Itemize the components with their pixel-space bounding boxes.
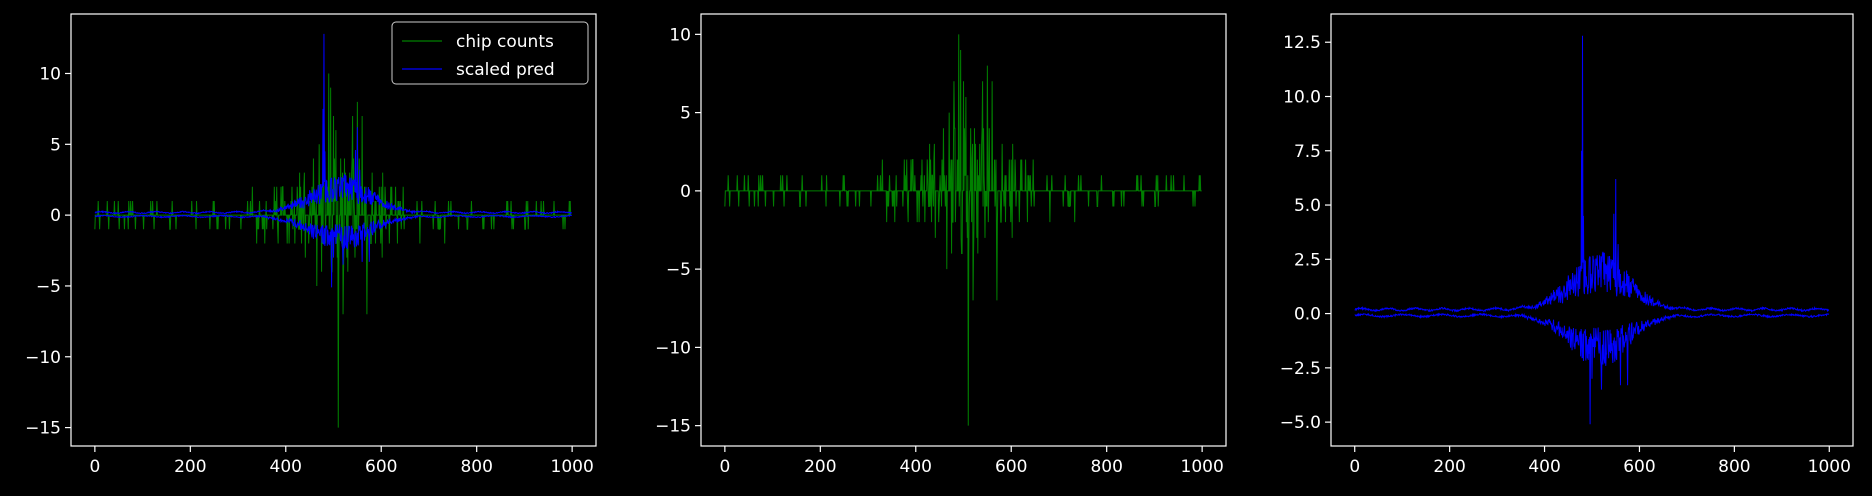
x-tick-label: 600 bbox=[995, 457, 1027, 477]
y-tick-label: 10 bbox=[669, 25, 691, 45]
axes-frame bbox=[700, 13, 1227, 447]
x-tick-label: 400 bbox=[900, 457, 932, 477]
y-tick-label: −5.0 bbox=[1280, 413, 1321, 433]
series-line-scaled-pred-lower bbox=[94, 214, 573, 288]
y-tick-label: −5 bbox=[666, 260, 691, 280]
x-tick-label: 0 bbox=[89, 457, 100, 477]
axes-frame bbox=[70, 13, 597, 447]
y-tick-label: −2.5 bbox=[1280, 359, 1321, 379]
x-tick-label: 1000 bbox=[551, 457, 594, 477]
y-tick-label: 12.5 bbox=[1283, 33, 1321, 53]
x-tick-label: 0 bbox=[1349, 457, 1360, 477]
y-tick-label: 5.0 bbox=[1294, 196, 1321, 216]
x-tick-label: 200 bbox=[804, 457, 836, 477]
y-tick-label: 7.5 bbox=[1294, 142, 1321, 162]
x-tick-label: 600 bbox=[365, 457, 397, 477]
x-tick-label: 1000 bbox=[1808, 457, 1851, 477]
series-line-scaled-pred-lower bbox=[1354, 312, 1830, 425]
y-tick-label: 0 bbox=[680, 182, 691, 202]
y-tick-label: 2.5 bbox=[1294, 250, 1321, 270]
x-tick-label: 600 bbox=[1623, 457, 1655, 477]
x-tick-label: 800 bbox=[1718, 457, 1750, 477]
y-tick-label: −15 bbox=[655, 417, 691, 437]
y-tick-label: −10 bbox=[25, 348, 61, 368]
x-tick-label: 200 bbox=[1433, 457, 1465, 477]
series-line-scaled-pred-upper bbox=[94, 33, 573, 215]
y-tick-label: 0.0 bbox=[1294, 305, 1321, 325]
x-tick-label: 200 bbox=[174, 457, 206, 477]
y-tick-label: 5 bbox=[50, 135, 61, 155]
y-tick-label: 10.0 bbox=[1283, 87, 1321, 107]
y-tick-label: 10 bbox=[39, 64, 61, 84]
panel-middle-chip-counts: 0 200 400 600 800 1000 −15 −10 −5 0 5 10 bbox=[655, 13, 1227, 477]
series-line-scaled-pred-upper bbox=[1354, 35, 1830, 313]
x-tick-label: 1000 bbox=[1181, 457, 1224, 477]
series-line-chip-counts bbox=[724, 34, 1202, 426]
y-tick-label: −10 bbox=[655, 338, 691, 358]
y-tick-label: 5 bbox=[680, 104, 691, 124]
legend-label: chip counts bbox=[456, 32, 554, 52]
plot-area bbox=[1354, 35, 1830, 425]
x-tick-label: 0 bbox=[719, 457, 730, 477]
x-tick-label: 800 bbox=[460, 457, 492, 477]
x-tick-label: 400 bbox=[270, 457, 302, 477]
x-tick-label: 400 bbox=[1528, 457, 1560, 477]
y-tick-label: 0 bbox=[50, 206, 61, 226]
y-tick-label: −15 bbox=[25, 419, 61, 439]
plot-area bbox=[94, 33, 573, 428]
plot-area bbox=[724, 34, 1202, 426]
x-tick-label: 800 bbox=[1090, 457, 1122, 477]
axes-frame bbox=[1330, 13, 1854, 447]
panel-left-chip-counts-and-scaled-pred: 0 200 400 600 800 1000 −15 −10 −5 0 5 10 chip counts… bbox=[25, 13, 597, 477]
y-tick-label: −5 bbox=[36, 277, 61, 297]
legend-label: scaled pred bbox=[456, 60, 555, 80]
legend: chip counts scaled pred bbox=[391, 21, 589, 85]
panel-right-scaled-pred: 0 200 400 600 800 1000 −5.0 −2.5 0.0 2.5 5.0 7.5 10.… bbox=[1280, 13, 1854, 477]
